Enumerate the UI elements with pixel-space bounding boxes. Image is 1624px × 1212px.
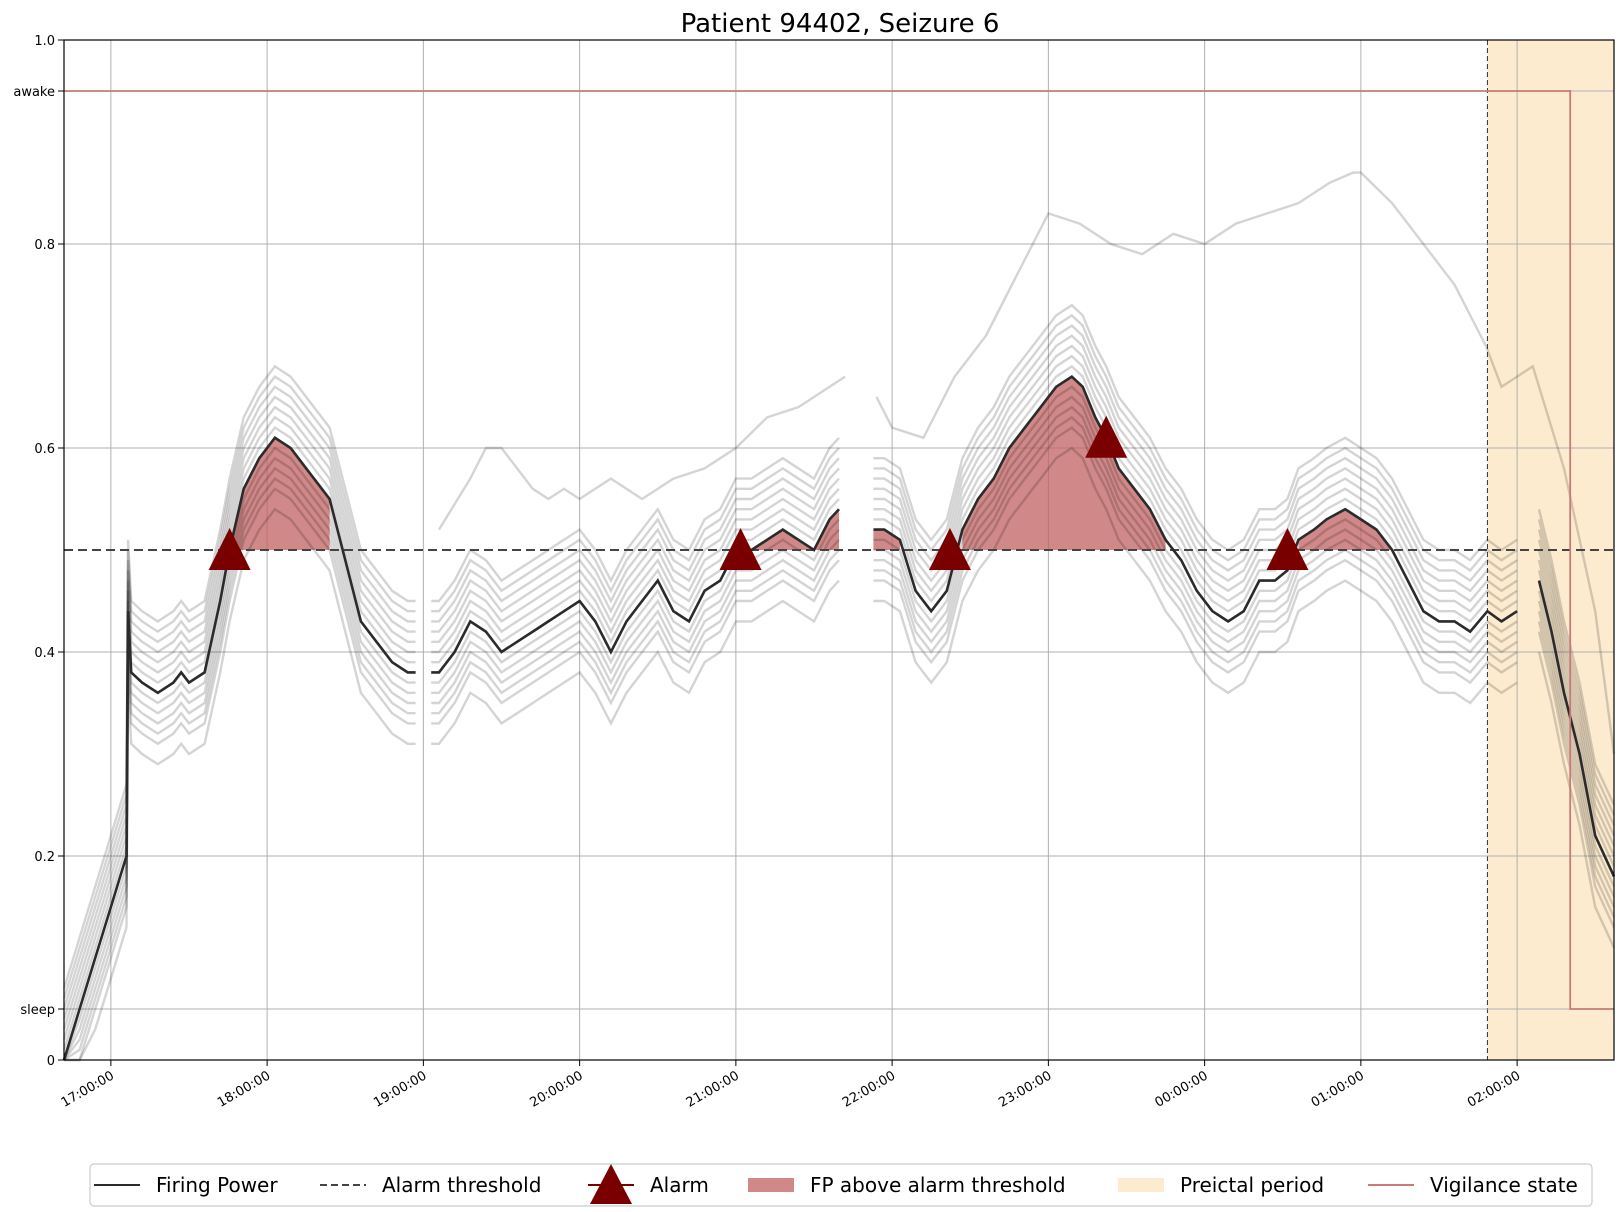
run-line: [62, 385, 416, 1010]
firing-power-line: [1537, 580, 1616, 877]
line-layer: [62, 90, 1616, 1061]
run-line: [873, 364, 1518, 623]
run-line: [873, 415, 1518, 674]
legend: Firing Power Alarm threshold Alarm FP above…: [89, 1163, 1593, 1207]
run-line: [64, 487, 416, 1062]
run-line: [62, 425, 416, 1051]
legend-fp-above-swatch: [748, 1178, 794, 1192]
run-line: [431, 477, 840, 643]
y-tick-label: 0.2: [34, 850, 55, 865]
plot-frame: [63, 39, 1615, 1061]
outlier-run-line: [437, 375, 846, 531]
fp-above-threshold-area: [1298, 509, 1393, 550]
run-line: [431, 436, 840, 603]
legend-label: Preictal period: [1180, 1173, 1324, 1197]
run-line: [1537, 539, 1616, 837]
run-line: [62, 405, 416, 1030]
run-line: [63, 466, 416, 1061]
run-line: [1537, 600, 1616, 898]
alarm-marker: [928, 528, 971, 570]
legend-box: [89, 1163, 1593, 1207]
run-line: [431, 538, 840, 705]
run-line: [873, 426, 1518, 685]
fp-above-threshold-area: [735, 509, 839, 550]
run-line: [1537, 621, 1616, 918]
run-line: [62, 395, 416, 1020]
run-line: [1537, 590, 1616, 888]
run-line: [431, 579, 840, 745]
run-line: [63, 476, 416, 1062]
alarm-marker: [1266, 528, 1309, 570]
run-line: [431, 498, 840, 664]
legend-label: Vigilance state: [1430, 1173, 1578, 1197]
run-line: [431, 487, 840, 654]
alarm-marker: [1085, 415, 1128, 458]
alarm-layer: [208, 415, 1309, 570]
run-line: [431, 447, 840, 613]
run-line: [873, 313, 1518, 572]
fp-above-threshold-area: [962, 376, 1166, 550]
run-line: [431, 528, 840, 694]
y-tick-label: 0.6: [34, 442, 55, 457]
legend-label: FP above alarm threshold: [810, 1173, 1066, 1197]
run-line: [873, 334, 1518, 593]
run-line: [873, 395, 1518, 654]
legend-label: Alarm threshold: [382, 1173, 541, 1197]
fp-fill-layer: [229, 376, 1393, 550]
legend-label: Firing Power: [156, 1173, 278, 1197]
chart-title: Patient 94402, Seizure 6: [681, 9, 1000, 39]
outlier-run-line: [875, 171, 1616, 755]
run-line: [873, 303, 1518, 562]
run-line: [873, 405, 1518, 664]
run-line: [62, 446, 416, 1061]
vigilance-state-line: [64, 90, 1614, 1010]
run-line: [1537, 529, 1616, 826]
run-line: [1537, 570, 1616, 867]
run-line: [1537, 549, 1616, 847]
run-line: [62, 374, 416, 1000]
run-line: [431, 549, 840, 715]
run-line: [1537, 631, 1616, 928]
firing-power-line: [873, 374, 1518, 634]
run-line: [873, 385, 1518, 644]
y-tick-label: 0: [47, 1054, 55, 1069]
legend-label: Alarm: [650, 1173, 709, 1197]
y-tick-label: awake: [13, 85, 55, 100]
fp-above-threshold-area: [873, 529, 900, 550]
y-tick-label: 0.4: [34, 646, 55, 661]
run-line: [1537, 651, 1616, 949]
run-line: [431, 467, 840, 633]
run-line: [62, 415, 416, 1040]
run-line: [1537, 559, 1616, 857]
firing-power-line: [431, 508, 840, 674]
y-tick-label: sleep: [20, 1003, 55, 1018]
run-line: [873, 324, 1518, 583]
run-line: [873, 446, 1518, 705]
run-line: [1537, 610, 1616, 908]
firing-power-line: [62, 436, 416, 1061]
run-line: [431, 559, 840, 725]
alarm-marker: [719, 528, 762, 570]
fp-above-threshold-area: [229, 437, 330, 550]
run-line: [873, 344, 1518, 603]
run-line: [431, 518, 840, 684]
alarm-marker: [208, 528, 251, 570]
run-line: [873, 354, 1518, 613]
legend-alarm-swatch: [590, 1164, 632, 1204]
y-tick-label: 0.8: [34, 238, 55, 253]
legend-preictal-swatch: [1118, 1178, 1164, 1192]
y-tick-label: 1.0: [34, 34, 55, 49]
run-line: [64, 507, 416, 1062]
run-line: [1537, 519, 1616, 816]
runs-layer: [62, 171, 1616, 1062]
run-line: [62, 456, 416, 1061]
run-line: [1537, 508, 1616, 806]
